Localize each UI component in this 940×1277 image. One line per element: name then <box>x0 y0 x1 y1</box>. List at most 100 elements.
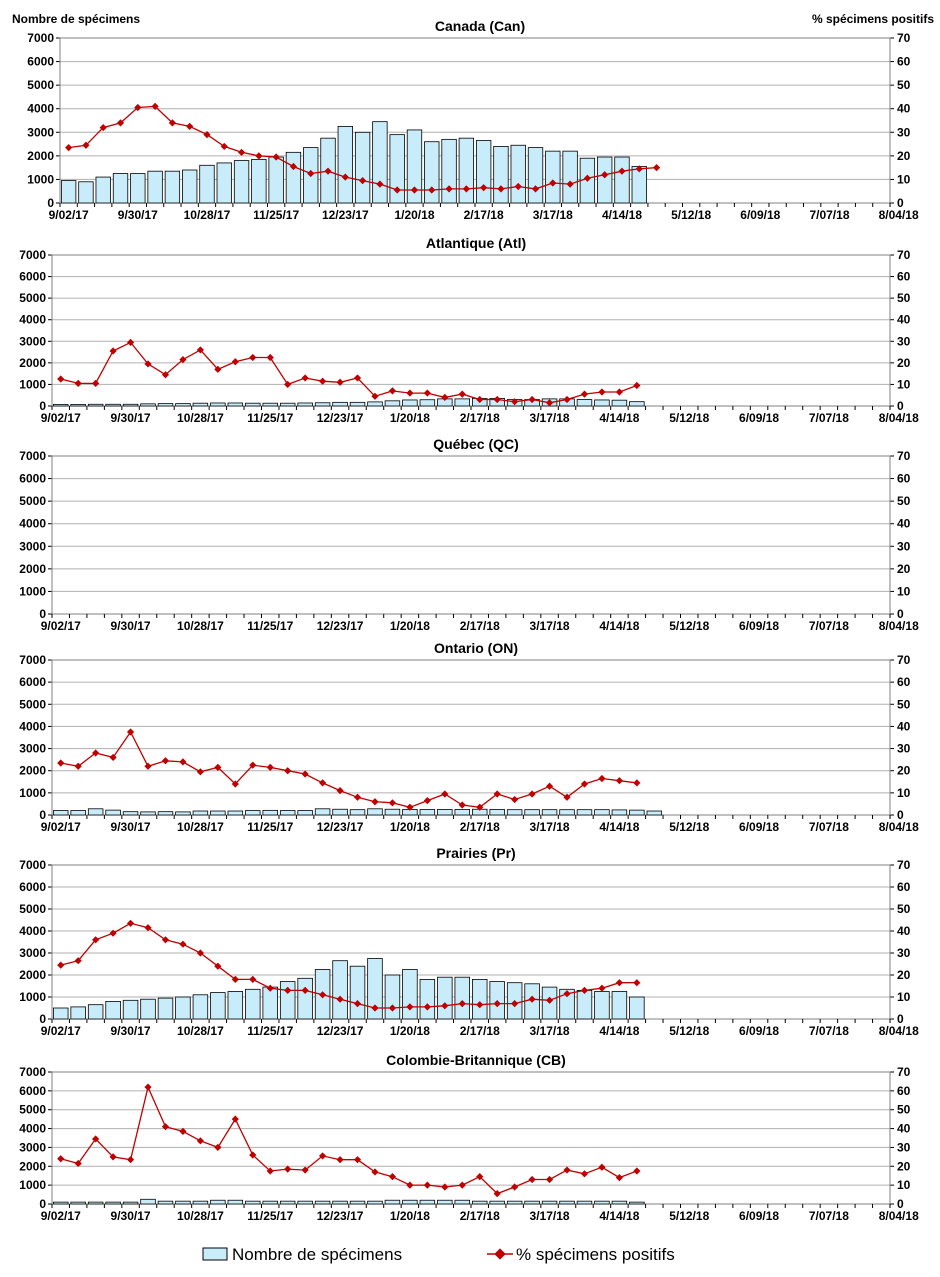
x-tick-label: 10/28/17 <box>177 820 224 834</box>
point-percent-positive <box>301 1166 309 1174</box>
point-percent-positive <box>528 995 536 1003</box>
bar-specimens <box>130 173 146 204</box>
bar-specimens <box>245 402 261 407</box>
right-tick-label: 30 <box>897 742 911 756</box>
right-axis-label: % spécimens positifs <box>812 12 934 26</box>
left-tick-label: 0 <box>39 1197 46 1211</box>
point-percent-positive <box>633 1167 641 1175</box>
point-percent-positive <box>445 185 453 193</box>
x-tick-label: 8/04/18 <box>879 1024 919 1038</box>
x-tick-label: 4/14/18 <box>599 1024 639 1038</box>
point-percent-positive <box>598 774 606 783</box>
left-tick-label: 2000 <box>19 562 46 576</box>
x-tick-label: 11/25/17 <box>247 619 293 633</box>
bar-specimens <box>78 181 94 204</box>
bar-specimens <box>424 141 440 204</box>
bar-specimens <box>157 403 174 407</box>
point-percent-positive <box>476 1173 484 1181</box>
point-percent-positive <box>511 1183 519 1191</box>
bar-specimens <box>262 809 278 816</box>
left-tick-label: 7000 <box>19 653 46 667</box>
point-percent-positive <box>615 1174 623 1182</box>
bar-specimens <box>419 809 436 816</box>
right-tick-label: 60 <box>897 270 911 284</box>
x-tick-label: 3/17/18 <box>533 208 573 222</box>
bar-specimens <box>576 990 593 1020</box>
bar-specimens <box>384 808 401 816</box>
bar-specimens <box>437 809 453 816</box>
right-tick-label: 40 <box>897 1122 911 1136</box>
bar-specimens <box>60 180 77 204</box>
point-percent-positive <box>423 1181 431 1189</box>
x-tick-label: 9/02/17 <box>41 820 81 834</box>
charts-group: Canada (Can)0100020003000400050006000700… <box>19 18 919 1223</box>
point-percent-positive <box>458 1000 466 1008</box>
bar-specimens <box>95 176 111 204</box>
bar-specimens <box>210 1199 226 1205</box>
right-tick-label: 0 <box>897 399 904 413</box>
point-percent-positive <box>284 1165 292 1173</box>
left-tick-label: 5000 <box>19 494 46 508</box>
point-percent-positive <box>74 379 82 387</box>
line-percent-positive <box>60 1085 638 1195</box>
point-percent-positive <box>319 377 327 385</box>
left-tick-label: 6000 <box>19 1084 46 1098</box>
right-tick-label: 60 <box>897 472 911 486</box>
x-tick-label: 9/30/17 <box>111 411 151 425</box>
point-percent-positive <box>353 374 362 382</box>
bar-specimens <box>332 808 348 816</box>
bar-specimens <box>349 965 366 1020</box>
x-tick-label: 9/02/17 <box>41 411 81 425</box>
point-percent-positive <box>493 395 501 404</box>
x-tick-label: 4/14/18 <box>599 411 639 425</box>
point-percent-positive <box>324 167 332 175</box>
right-tick-label: 50 <box>897 902 911 916</box>
x-tick-label: 4/14/18 <box>599 619 639 633</box>
bar-specimens <box>354 131 371 204</box>
x-tick-label: 12/23/17 <box>322 208 369 222</box>
point-percent-positive <box>545 996 554 1004</box>
right-tick-label: 0 <box>897 1012 904 1026</box>
x-tick-label: 1/20/18 <box>394 208 434 222</box>
point-percent-positive <box>580 986 589 994</box>
left-tick-label: 1000 <box>19 990 46 1004</box>
right-tick-label: 70 <box>897 449 911 463</box>
bar-specimens <box>367 808 383 816</box>
x-tick-label: 6/09/18 <box>739 820 779 834</box>
bar-specimens <box>314 808 331 816</box>
point-percent-positive <box>179 758 187 766</box>
point-percent-positive <box>74 957 82 965</box>
point-percent-positive <box>353 793 362 801</box>
point-percent-positive <box>161 757 170 765</box>
point-percent-positive <box>545 1175 554 1184</box>
bar-specimens <box>576 399 593 407</box>
x-tick-label: 5/12/18 <box>669 1209 709 1223</box>
point-percent-positive <box>144 924 152 932</box>
point-percent-positive <box>74 1159 82 1168</box>
right-tick-label: 70 <box>897 858 911 872</box>
x-tick-label: 6/09/18 <box>739 1024 779 1038</box>
bar-specimens <box>147 170 163 204</box>
plot-area <box>51 455 891 615</box>
bar-specimens <box>419 399 436 407</box>
point-percent-positive <box>196 1137 204 1145</box>
x-tick-label: 11/25/17 <box>247 1209 293 1223</box>
bar-specimens <box>227 1199 244 1205</box>
right-tick-label: 10 <box>897 1178 911 1192</box>
point-percent-positive <box>635 165 643 173</box>
bar-specimens <box>562 150 578 204</box>
bar-specimens <box>576 809 593 816</box>
point-percent-positive <box>493 790 501 798</box>
point-percent-positive <box>528 1175 536 1184</box>
bar-specimens <box>122 403 139 407</box>
x-tick-label: 1/20/18 <box>390 619 430 633</box>
bar-specimens <box>175 403 191 407</box>
point-percent-positive <box>266 763 274 771</box>
point-percent-positive <box>615 388 623 396</box>
bar-specimens <box>227 810 244 816</box>
bar-specimens <box>332 1200 348 1205</box>
left-tick-label: 4000 <box>19 719 46 733</box>
point-percent-positive <box>476 1001 484 1009</box>
bar-specimens <box>175 996 191 1020</box>
right-tick-label: 30 <box>897 946 911 960</box>
